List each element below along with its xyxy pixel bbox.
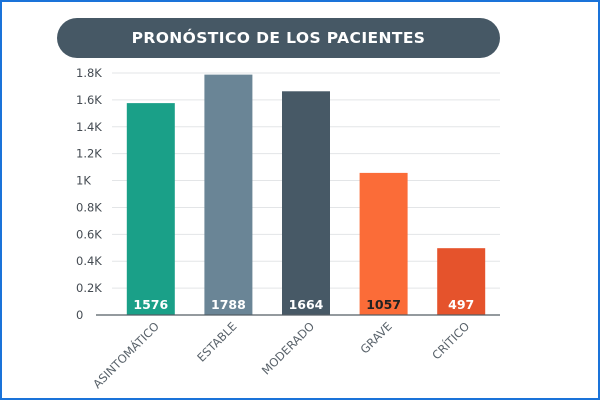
y-tick-label: 0.4K [76,254,102,268]
bar [359,172,408,315]
bar [126,103,175,315]
data-labels: 1576 1788 1664 1057 497 [133,297,474,312]
chart-title: PRONÓSTICO DE LOS PACIENTES [57,18,500,58]
data-label: 497 [448,297,474,312]
category-label: MODERADO [259,319,317,377]
y-tick-label: 0.8K [76,200,102,214]
y-tick-label: 0 [76,308,83,322]
bar [282,91,330,315]
x-axis-category-labels: ASINTOMÁTICO ESTABLE MODERADO GRAVE CRÍTICO [89,319,472,392]
y-tick-label: 0.6K [76,227,102,241]
y-tick-label: 1K [76,174,91,188]
y-axis-tick-labels: 0 0.2K 0.4K 0.6K 0.8K 1K 1.2K 1.4K 1.6K 1.8K [76,66,102,322]
data-label: 1057 [366,297,401,312]
data-label: 1664 [289,297,324,312]
y-tick-label: 1.4K [76,120,102,134]
bar [204,74,253,315]
category-label: ASINTOMÁTICO [89,319,162,392]
category-label: CRÍTICO [429,319,473,363]
category-label: ESTABLE [194,319,239,364]
bars [126,74,486,315]
y-tick-label: 0.2K [76,281,102,295]
y-tick-label: 1.6K [76,93,102,107]
y-tick-label: 1.2K [76,147,102,161]
data-label: 1788 [211,297,246,312]
category-label: GRAVE [357,319,394,356]
bar [437,248,486,315]
y-tick-label: 1.8K [76,66,102,80]
data-label: 1576 [133,297,168,312]
